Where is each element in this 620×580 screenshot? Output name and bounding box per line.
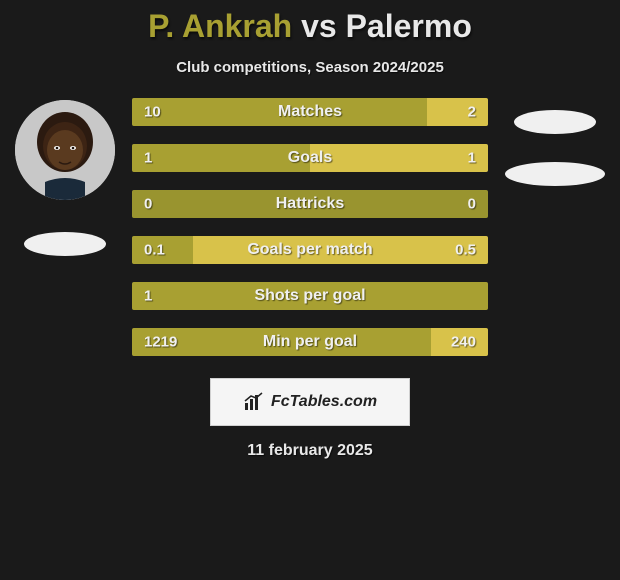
- stat-value-left: 0.1: [144, 242, 165, 259]
- stat-label: Goals per match: [132, 236, 488, 264]
- player-side: [10, 98, 120, 356]
- source-badge: FcTables.com: [210, 378, 410, 426]
- stat-row: Matches10 2: [132, 98, 488, 126]
- opponent-side: [500, 98, 610, 356]
- source-name: FcTables.com: [271, 393, 377, 411]
- opponent-badge-1: [514, 110, 596, 134]
- stat-row: Min per goal1219 240: [132, 328, 488, 356]
- player-avatar: [15, 100, 115, 200]
- stat-label: Matches: [132, 98, 488, 126]
- stat-label: Shots per goal: [132, 282, 488, 310]
- stat-value-right: 0.5: [455, 242, 476, 259]
- subtitle: Club competitions, Season 2024/2025: [0, 59, 620, 76]
- stat-row: Hattricks0 0: [132, 190, 488, 218]
- comparison-content: Matches102Goals11Hattricks00Goals per ma…: [0, 98, 620, 356]
- stat-label: Goals: [132, 144, 488, 172]
- chart-icon: [243, 391, 265, 413]
- player-name: P. Ankrah: [148, 8, 292, 44]
- stat-row: Goals1 1: [132, 144, 488, 172]
- snapshot-date: 11 february 2025: [0, 442, 620, 460]
- player-badge: [24, 232, 106, 256]
- stat-value-right: 2: [468, 104, 476, 121]
- stat-value-left: 1: [144, 150, 152, 167]
- opponent-name: Palermo: [346, 8, 472, 44]
- stat-label: Min per goal: [132, 328, 488, 356]
- title-connector: vs: [301, 8, 337, 44]
- stat-bars: Matches102Goals11Hattricks00Goals per ma…: [132, 98, 488, 356]
- stat-value-left: 1219: [144, 334, 177, 351]
- stat-value-right: 0: [468, 196, 476, 213]
- stat-value-left: 1: [144, 288, 152, 305]
- stat-value-left: 10: [144, 104, 161, 121]
- opponent-badge-2: [505, 162, 605, 186]
- stat-value-right: 240: [451, 334, 476, 351]
- stat-row: Goals per match0.1 0.5: [132, 236, 488, 264]
- stat-label: Hattricks: [132, 190, 488, 218]
- stat-value-right: 1: [468, 150, 476, 167]
- stat-value-left: 0: [144, 196, 152, 213]
- comparison-title: P. Ankrah vs Palermo: [0, 0, 620, 45]
- stat-row: Shots per goal1: [132, 282, 488, 310]
